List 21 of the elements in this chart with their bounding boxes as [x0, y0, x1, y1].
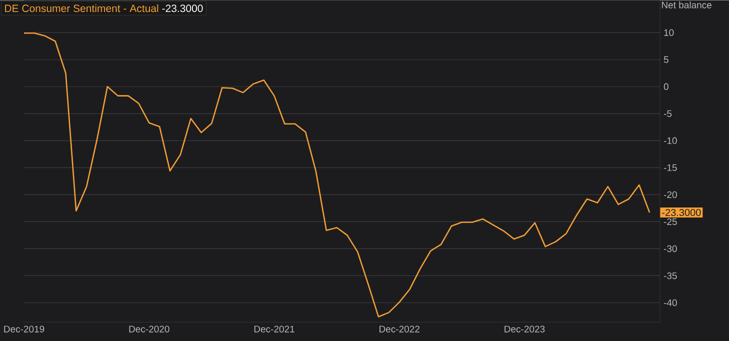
y-tick-label: -35: [664, 272, 677, 279]
y-tick-label: -30: [664, 245, 677, 252]
x-tick-label: Dec-2019: [4, 326, 44, 332]
annotation: -23.3000: [662, 208, 701, 216]
chart-title: DE Consumer Sentiment - Actual: [5, 4, 158, 12]
y-axis-title: Net balance: [662, 1, 712, 8]
x-tick-label: Dec-2023: [504, 326, 545, 332]
y-tick-label: -20: [664, 191, 677, 198]
y-tick-label: -15: [664, 164, 677, 171]
line-series: [23, 32, 650, 318]
x-tick-label: Dec-2021: [254, 326, 294, 332]
y-tick-label: 0: [664, 83, 668, 90]
x-tick-label: Dec-2020: [129, 326, 170, 332]
y-tick-label: -25: [664, 218, 677, 225]
y-tick-label: 5: [664, 56, 668, 63]
y-tick-label: -10: [664, 137, 677, 144]
x-tick-label: Dec-2022: [380, 326, 420, 332]
y-tick-label: 10: [664, 29, 674, 36]
annotation: -23.3000: [162, 4, 203, 12]
y-tick-label: -5: [664, 110, 672, 117]
y-tick-label: -40: [664, 299, 677, 306]
